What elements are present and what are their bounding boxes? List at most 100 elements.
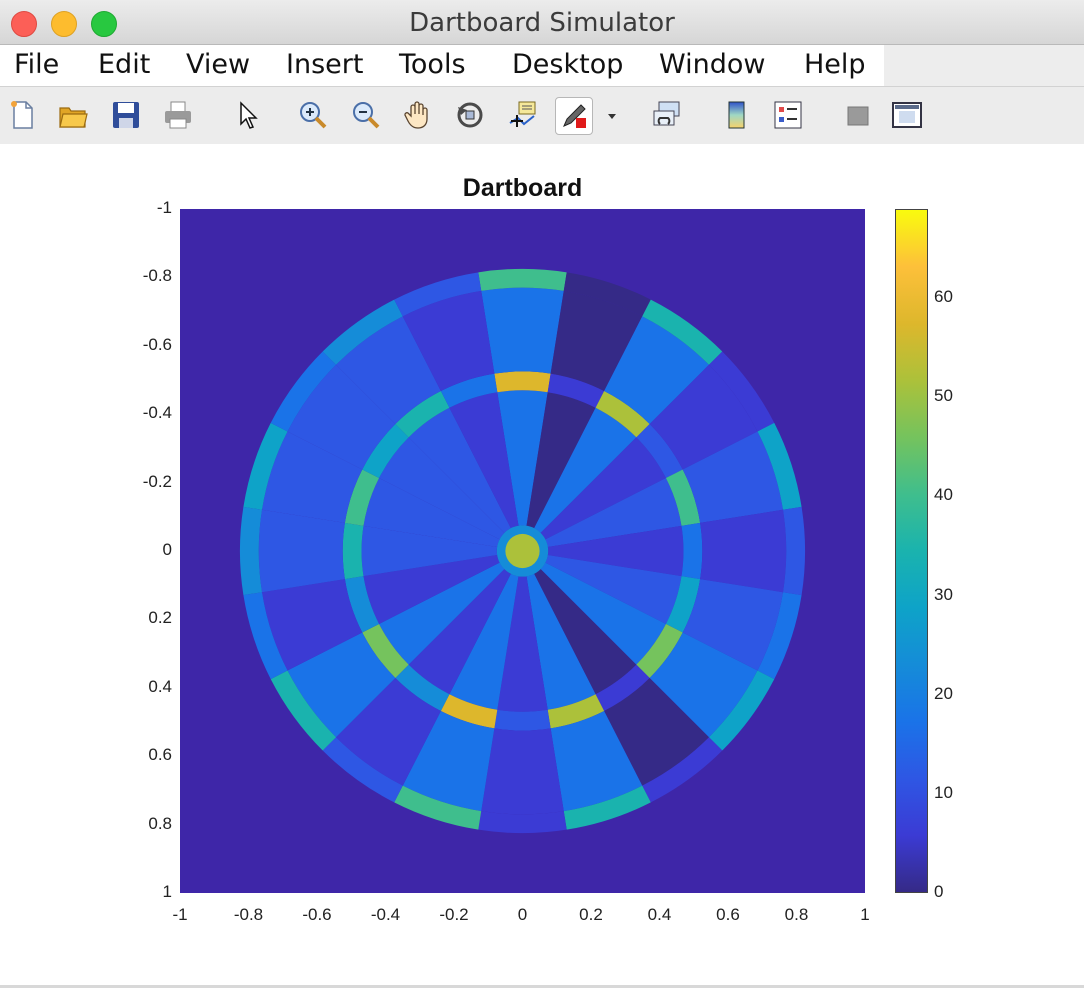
sector-16-single-outer <box>287 632 396 738</box>
sector-4-single-outer <box>649 364 758 470</box>
heatmap-axes[interactable] <box>180 209 865 893</box>
sector-13-single-inner <box>545 478 682 547</box>
x-tick-label: 0.6 <box>716 905 740 924</box>
sector-9-double <box>270 351 337 432</box>
show-plot-tools-icon[interactable] <box>891 99 923 131</box>
x-tick-label: -0.4 <box>370 905 401 924</box>
x-tick-label: -0.6 <box>302 905 332 924</box>
colorbar-icon[interactable] <box>721 99 753 131</box>
hide-plot-tools-icon[interactable] <box>842 99 874 131</box>
sector-5-triple <box>440 373 498 408</box>
maximize-window-button[interactable] <box>91 11 117 37</box>
sector-14-single-outer <box>262 431 363 523</box>
x-tick-label: 0.4 <box>647 905 672 924</box>
sector-12-single-outer <box>336 316 441 425</box>
sector-7-triple <box>395 664 450 711</box>
menu-tools[interactable]: Tools <box>399 49 466 80</box>
y-tick-label: 0.8 <box>148 813 172 833</box>
rotate-3d-icon[interactable] <box>454 99 486 131</box>
colorbar-tick-label: 20 <box>934 683 953 703</box>
colorbar-tick-label: 50 <box>934 386 953 406</box>
sector-16-triple <box>362 623 409 678</box>
sector-20-double <box>478 268 567 291</box>
new-figure-icon[interactable] <box>6 99 38 131</box>
sector-11-double <box>239 506 263 596</box>
dartboard <box>239 268 806 834</box>
sector-11-single-inner <box>361 525 498 577</box>
sector-7-single-inner <box>408 569 511 695</box>
sector-13-triple <box>665 469 701 526</box>
sector-11-single-outer <box>258 509 345 593</box>
sector-9-triple <box>362 424 409 479</box>
legend-icon[interactable] <box>772 99 804 131</box>
sector-16-double <box>270 670 337 751</box>
sector-15-double <box>708 670 775 751</box>
sector-3-double <box>478 811 567 834</box>
window-title: Dartboard Simulator <box>409 8 675 38</box>
sector-10-double <box>757 592 802 680</box>
sector-10-single-inner <box>545 555 682 624</box>
menu-file[interactable]: File <box>14 49 60 80</box>
minimize-window-button[interactable] <box>51 11 77 37</box>
x-tick-label: 0.2 <box>579 905 603 924</box>
sector-19-triple <box>440 694 498 729</box>
menu-view[interactable]: View <box>186 49 251 80</box>
close-window-button[interactable] <box>11 11 37 37</box>
sector-18-triple <box>595 391 650 438</box>
window-bottom-edge <box>0 985 1084 988</box>
x-tick-label: 1 <box>860 905 870 924</box>
colorbar-tick-label: 10 <box>934 782 953 802</box>
open-file-icon[interactable] <box>57 99 89 131</box>
sector-6-single-outer <box>700 509 787 593</box>
sector-4-single-inner <box>540 437 666 540</box>
colorbar-tick-label: 30 <box>934 584 953 604</box>
y-tick-label: -0.4 <box>142 403 172 423</box>
plot-title: Dartboard <box>462 174 583 202</box>
menu-bar-filler <box>884 45 1084 86</box>
menu-window[interactable]: Window <box>659 49 766 80</box>
sector-8-triple <box>344 576 380 633</box>
brush-icon[interactable] <box>555 97 593 135</box>
link-plot-icon[interactable] <box>651 99 683 131</box>
sector-6-double <box>782 506 806 596</box>
zoom-out-icon[interactable] <box>350 99 382 131</box>
sector-2-single-inner <box>534 569 637 695</box>
sector-3-single-outer <box>481 728 564 815</box>
zoom-in-icon[interactable] <box>297 99 329 131</box>
sector-1-double <box>563 272 651 317</box>
sector-11-triple <box>342 522 364 580</box>
sector-17-triple <box>547 694 605 729</box>
y-tick-label: 0.4 <box>148 676 172 696</box>
menu-desktop[interactable]: Desktop <box>512 49 624 80</box>
sector-14-triple <box>344 469 380 526</box>
sector-18-single-inner <box>534 407 637 533</box>
menu-insert[interactable]: Insert <box>286 49 364 80</box>
colorbar <box>895 209 928 893</box>
sector-1-triple <box>547 373 605 408</box>
sector-2-triple <box>595 664 650 711</box>
y-tick-label: -0.6 <box>142 334 172 354</box>
menu-help[interactable]: Help <box>804 49 866 80</box>
sector-19-single-inner <box>449 573 519 710</box>
data-cursor-icon[interactable] <box>506 99 538 131</box>
y-tick-label: 0.2 <box>148 608 172 628</box>
pointer-icon[interactable] <box>232 99 264 131</box>
sector-17-double <box>563 785 651 830</box>
x-tick-label: 0 <box>517 905 528 924</box>
pan-hand-icon[interactable] <box>402 99 434 131</box>
sector-12-triple <box>395 391 450 438</box>
sector-5-single-inner <box>449 392 519 529</box>
sector-12-double <box>322 299 403 365</box>
sector-4-triple <box>636 424 683 479</box>
sector-2-double <box>642 737 723 803</box>
sector-9-single-inner <box>379 437 505 540</box>
menu-bar: File Edit View Insert Tools Desktop Wind… <box>0 45 884 86</box>
sector-9-single-outer <box>287 364 396 470</box>
colorbar-tick-label: 60 <box>934 287 953 307</box>
print-icon[interactable] <box>162 99 194 131</box>
sector-17-single-inner <box>526 573 596 710</box>
sector-8-single-outer <box>262 579 363 671</box>
brush-dropdown-icon[interactable] <box>603 99 621 131</box>
save-icon[interactable] <box>110 99 142 131</box>
menu-edit[interactable]: Edit <box>98 49 151 80</box>
